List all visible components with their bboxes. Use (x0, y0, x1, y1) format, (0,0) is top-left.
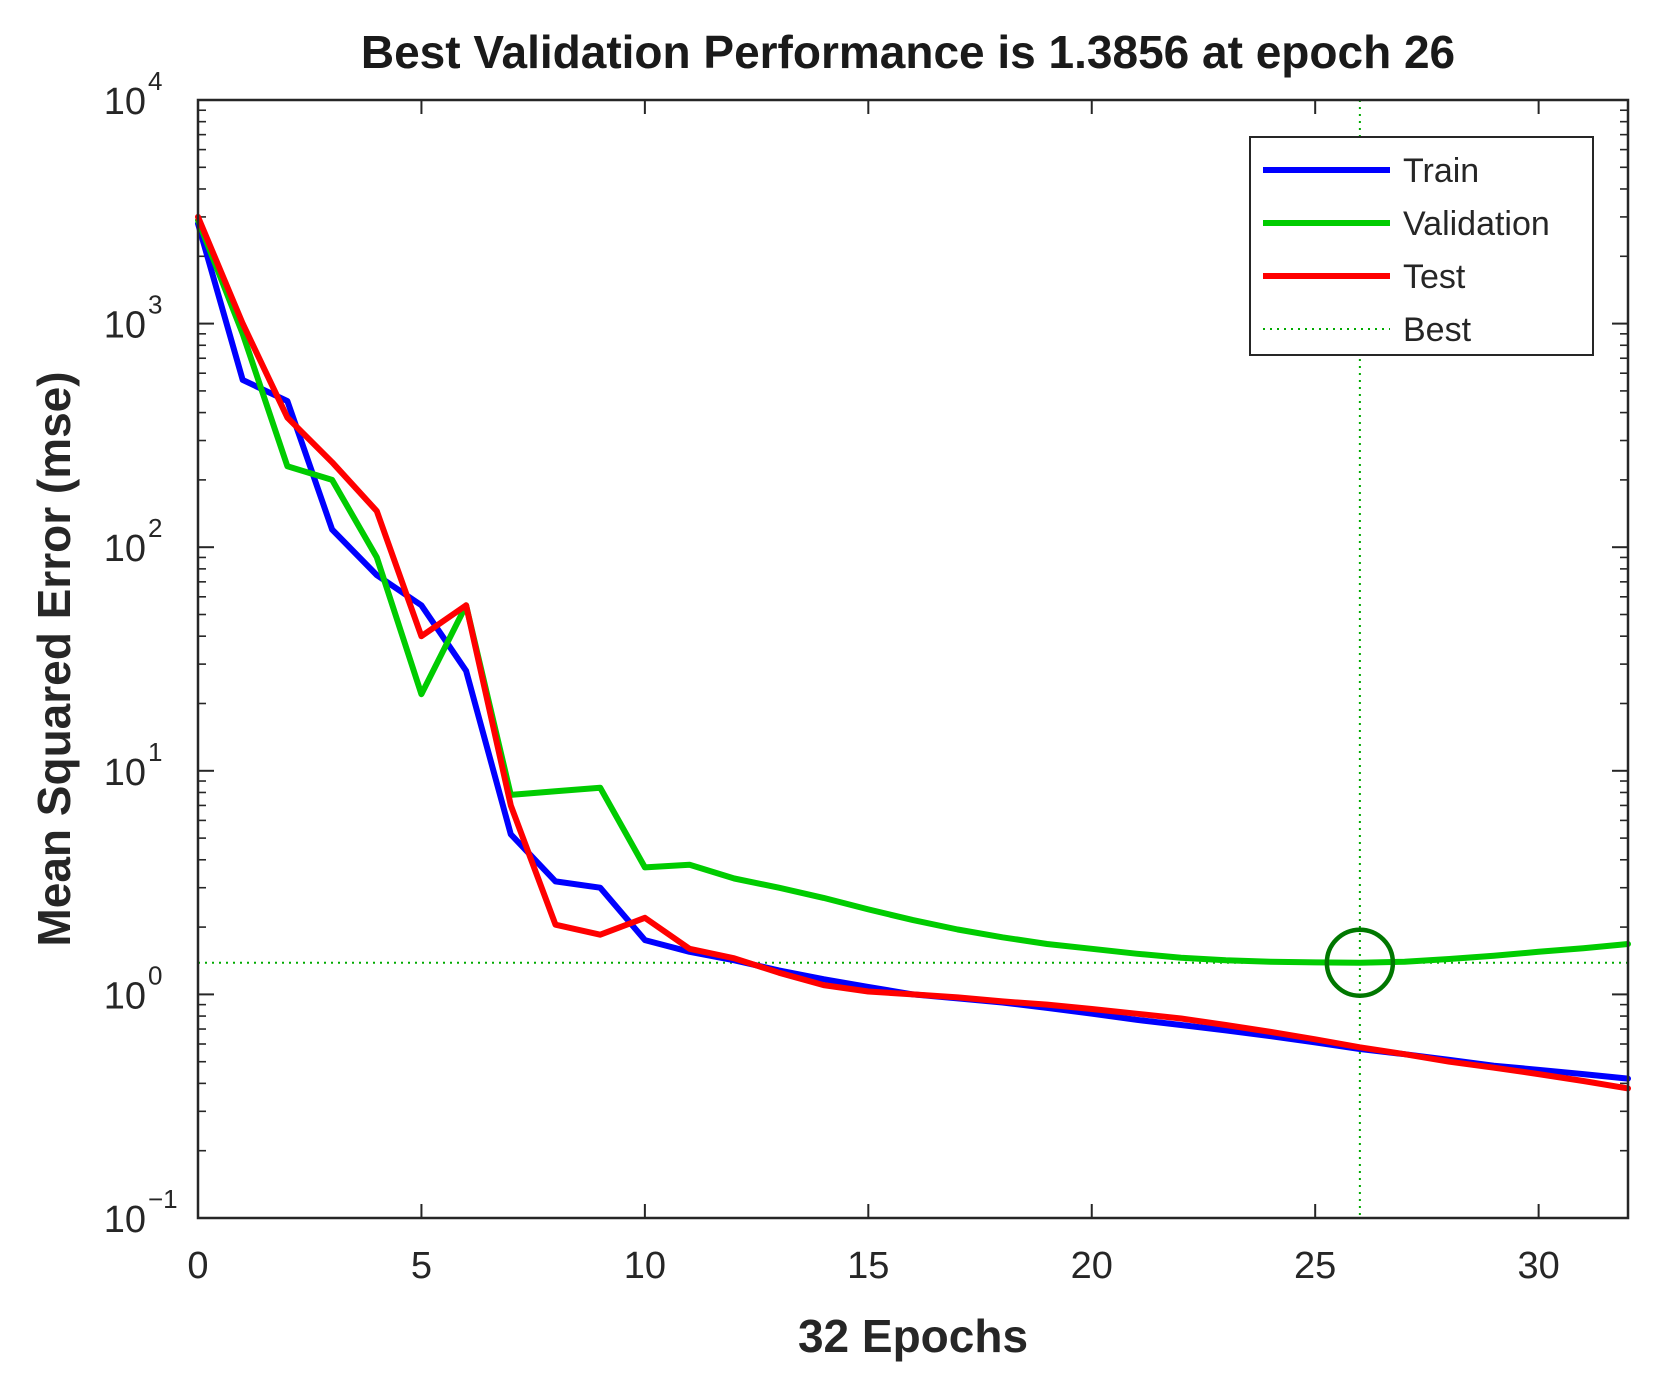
legend-label-test: Test (1403, 258, 1466, 296)
y-tick-exponent: −1 (148, 1184, 178, 1214)
y-tick-base: 10 (104, 1199, 146, 1241)
series-lines (195, 213, 1631, 1092)
legend-label-best: Best (1403, 311, 1472, 349)
y-tick-exponent: 1 (148, 737, 162, 767)
best-point-marker (1324, 927, 1396, 998)
y-tick-base: 10 (104, 975, 146, 1017)
x-tick-label: 25 (1294, 1245, 1336, 1287)
y-tick-label: 10 −1 (104, 1184, 178, 1241)
y-tick-base: 10 (104, 528, 146, 570)
y-tick-label: 10 0 (104, 960, 163, 1017)
axes-frame (196, 98, 1630, 1220)
y-tick-base: 10 (104, 305, 146, 347)
legend-label-validation: Validation (1403, 205, 1550, 243)
y-tick-label: 10 3 (104, 290, 163, 347)
legend-box (1249, 136, 1594, 356)
x-tick-label: 10 (624, 1245, 666, 1287)
series-line-test (195, 213, 1631, 1092)
y-tick-base: 10 (104, 81, 146, 123)
x-tick-label: 15 (847, 1245, 889, 1287)
y-tick-label: 10 2 (104, 513, 163, 570)
legend-label-train: Train (1403, 152, 1479, 190)
chart-title: Best Validation Performance is 1.3856 at… (361, 26, 1455, 78)
series-line-validation (195, 217, 1631, 966)
y-tick-label: 10 1 (104, 737, 163, 794)
x-axis-label: 32 Epochs (798, 1310, 1028, 1362)
y-tick-exponent: 4 (148, 66, 162, 96)
x-tick-label: 5 (411, 1245, 432, 1287)
y-tick-exponent: 0 (148, 960, 162, 990)
legend: Train Validation Test Best (1249, 136, 1594, 356)
y-tick-exponent: 3 (148, 290, 162, 320)
y-axis-label: Mean Squared Error (mse) (28, 371, 80, 946)
x-tick-label: 30 (1517, 1245, 1559, 1287)
y-tick-label: 10 4 (104, 66, 163, 123)
y-tick-exponent: 2 (148, 513, 162, 543)
y-tick-base: 10 (104, 752, 146, 794)
x-tick-label: 20 (1071, 1245, 1113, 1287)
x-tick-label: 0 (187, 1245, 208, 1287)
